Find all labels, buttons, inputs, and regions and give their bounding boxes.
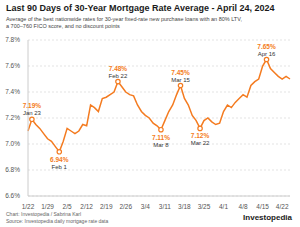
svg-text:7.8%: 7.8% <box>8 36 20 43</box>
html-text:Chart: Investopedia / Sabrina: Chart: Investopedia / Sabrina Karl <box>6 211 81 217</box>
svg-text:7.19%: 7.19% <box>23 102 42 109</box>
svg-text:7.2%: 7.2% <box>8 114 20 121</box>
svg-text:2/12: 2/12 <box>80 203 93 210</box>
svg-text:3/4: 3/4 <box>141 203 150 210</box>
html-text:Average of the best nationwide: Average of the best nationwide rates for… <box>6 16 242 29</box>
svg-text:4/22: 4/22 <box>276 203 289 210</box>
svg-text:Mar 22: Mar 22 <box>191 140 210 146</box>
svg-text:2/19: 2/19 <box>100 203 113 210</box>
html-text:Investopedia: Investopedia <box>243 213 292 222</box>
svg-text:7.48%: 7.48% <box>109 65 128 72</box>
svg-text:4/8: 4/8 <box>239 203 248 210</box>
svg-text:7.6%: 7.6% <box>8 62 20 69</box>
svg-text:Feb 22: Feb 22 <box>109 73 128 79</box>
svg-text:6.94%: 6.94% <box>50 156 69 163</box>
svg-text:3/11: 3/11 <box>159 203 172 210</box>
svg-text:7.4%: 7.4% <box>8 88 20 95</box>
svg-text:2/26: 2/26 <box>119 203 132 210</box>
svg-text:1/29: 1/29 <box>41 203 54 210</box>
svg-text:4/1: 4/1 <box>219 203 228 210</box>
svg-text:7.45%: 7.45% <box>171 69 190 76</box>
svg-text:6.6%: 6.6% <box>8 192 20 199</box>
svg-text:6.8%: 6.8% <box>8 166 20 173</box>
svg-text:7.12%: 7.12% <box>191 132 210 139</box>
svg-text:4/15: 4/15 <box>256 203 269 210</box>
svg-text:7.0%: 7.0% <box>8 140 20 147</box>
svg-text:Feb 1: Feb 1 <box>52 164 68 170</box>
html-text:Source: Investopedia daily mor: Source: Investopedia daily mortgage rate… <box>6 217 109 224</box>
svg-text:7.11%: 7.11% <box>152 134 170 141</box>
svg-text:Mar 15: Mar 15 <box>171 77 190 83</box>
svg-text:Jan 23: Jan 23 <box>23 110 42 116</box>
svg-text:Apr 16: Apr 16 <box>258 51 276 57</box>
svg-text:1/22: 1/22 <box>22 203 35 210</box>
svg-text:Mar 8: Mar 8 <box>153 142 169 148</box>
svg-text:7.65%: 7.65% <box>257 43 276 50</box>
svg-text:3/18: 3/18 <box>178 203 191 210</box>
svg-text:2/5: 2/5 <box>63 203 72 210</box>
html-text:Last 90 Days of 30-Year Mortga: Last 90 Days of 30-Year Mortgage Rate Av… <box>6 3 275 13</box>
svg-text:3/25: 3/25 <box>198 203 211 210</box>
